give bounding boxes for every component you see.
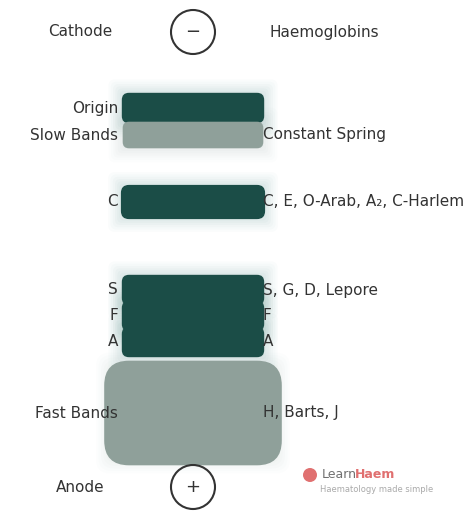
Text: C: C — [108, 195, 118, 210]
Text: F: F — [109, 308, 118, 323]
Text: A: A — [108, 335, 118, 349]
Text: Learn: Learn — [322, 469, 357, 482]
Text: H, Barts, J: H, Barts, J — [263, 405, 339, 420]
FancyBboxPatch shape — [121, 185, 265, 219]
FancyBboxPatch shape — [122, 301, 264, 331]
Text: F: F — [263, 308, 272, 323]
Text: Fast Bands: Fast Bands — [35, 405, 118, 420]
Text: Haematology made simple: Haematology made simple — [320, 485, 433, 494]
FancyBboxPatch shape — [104, 361, 282, 466]
Text: −: − — [185, 23, 201, 41]
FancyBboxPatch shape — [122, 327, 264, 357]
Text: Slow Bands: Slow Bands — [30, 128, 118, 143]
Text: Constant Spring: Constant Spring — [263, 128, 386, 143]
Text: +: + — [185, 478, 201, 496]
Text: A: A — [263, 335, 273, 349]
Text: C, E, O-Arab, A₂, C-Harlem: C, E, O-Arab, A₂, C-Harlem — [263, 195, 464, 210]
Text: S: S — [108, 282, 118, 297]
Text: Anode: Anode — [55, 480, 104, 495]
Text: S, G, D, Lepore: S, G, D, Lepore — [263, 282, 378, 297]
Text: Origin: Origin — [72, 101, 118, 116]
Text: Haemoglobins: Haemoglobins — [270, 24, 380, 39]
FancyBboxPatch shape — [122, 275, 264, 305]
Text: Cathode: Cathode — [48, 24, 112, 39]
FancyBboxPatch shape — [123, 121, 263, 148]
Circle shape — [303, 468, 317, 482]
FancyBboxPatch shape — [122, 93, 264, 123]
Text: Haem: Haem — [355, 469, 395, 482]
